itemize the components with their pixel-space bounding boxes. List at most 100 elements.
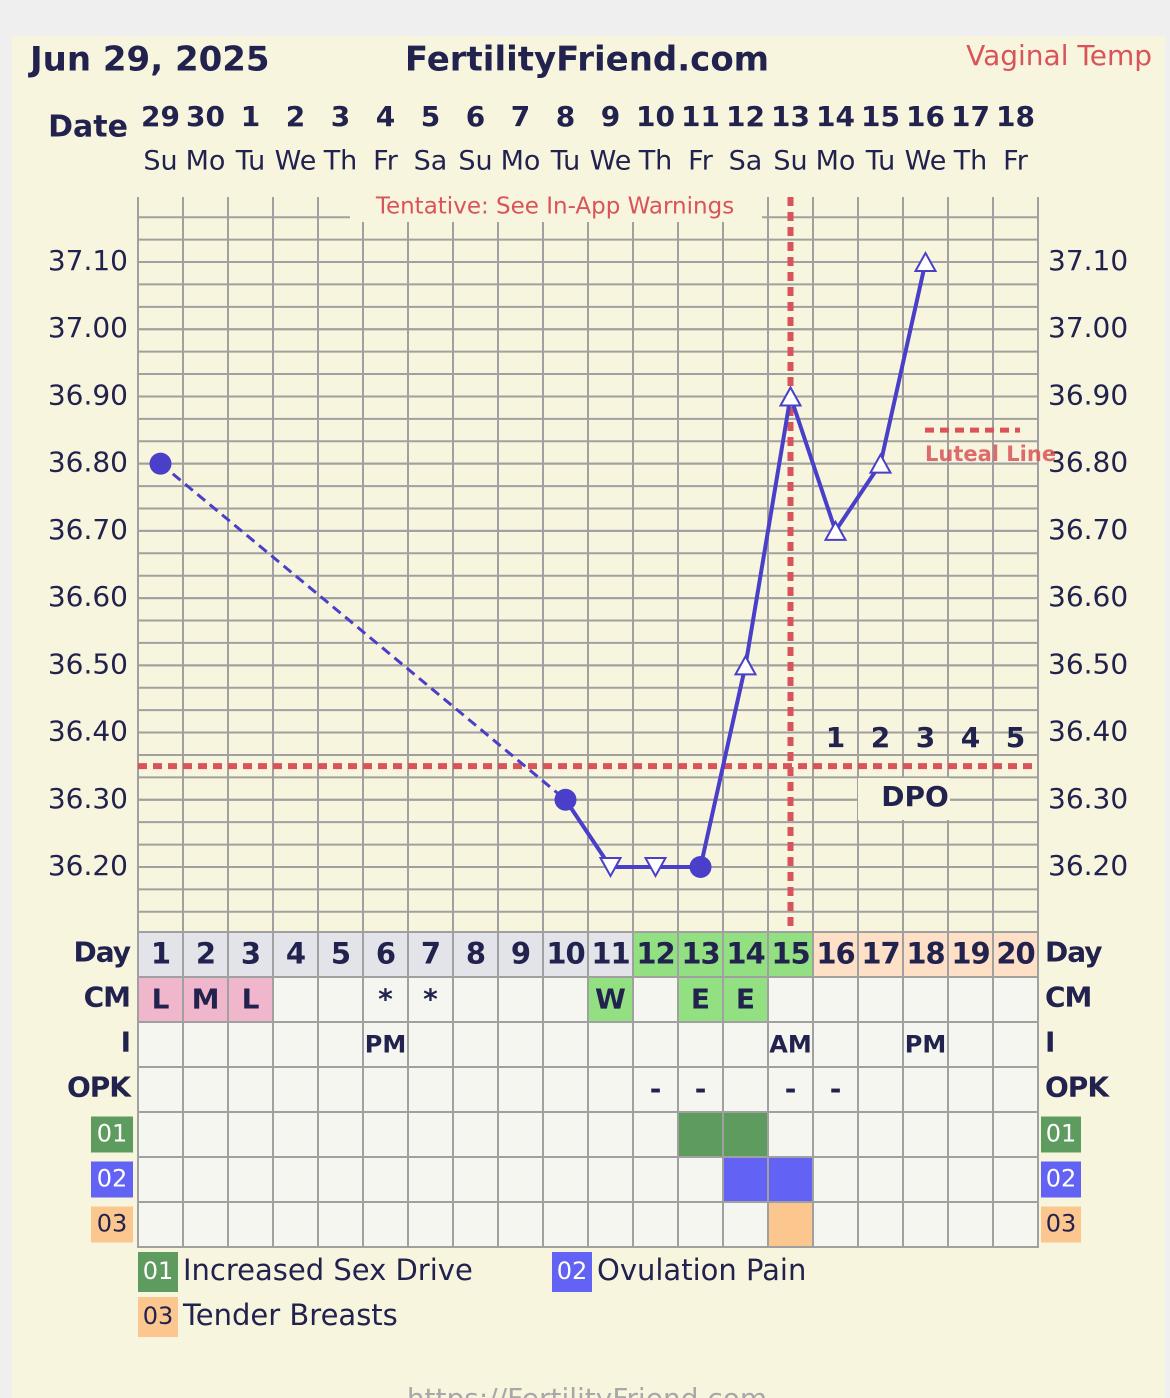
symptom-cell [767, 1156, 814, 1203]
temp-point [913, 250, 938, 273]
table-cell [542, 1201, 589, 1248]
table-cell [767, 1111, 814, 1158]
table-cell [992, 976, 1039, 1023]
table-cell [182, 1201, 229, 1248]
date-label: 14 [816, 100, 855, 133]
table-cell [137, 1111, 184, 1158]
table-cell [947, 1156, 994, 1203]
y-tick-label-right: 36.80 [1048, 446, 1128, 479]
table-cell [272, 1201, 319, 1248]
dpo-label: DPO [881, 780, 949, 813]
y-tick-label-right: 37.00 [1048, 311, 1128, 344]
y-tick-label: 36.30 [48, 782, 128, 815]
table-cell [902, 1156, 949, 1203]
table-cell [497, 1111, 544, 1158]
table-cell [317, 1201, 364, 1248]
cell-text: - [785, 1073, 797, 1106]
cell-text: L [242, 983, 260, 1016]
symptom-cell [677, 1111, 724, 1158]
legend-code: 03 [143, 1302, 174, 1330]
cell-text: 6 [376, 937, 395, 971]
temp-point [868, 452, 893, 474]
table-cell [992, 1201, 1039, 1248]
weekday-label: Mo [501, 146, 541, 177]
date-label: Date [48, 110, 128, 145]
symptom-code-right: 01 [1046, 1120, 1077, 1148]
symptom-code: 03 [97, 1210, 128, 1238]
symptom-badge-right [1041, 1161, 1081, 1198]
row-label-right: I [1045, 1026, 1054, 1059]
cell-text: 12 [636, 937, 674, 971]
y-tick-label-right: 36.30 [1048, 782, 1128, 815]
table-cell [317, 1066, 364, 1113]
row-label-right: OPK [1045, 1071, 1110, 1104]
table-cell [902, 1021, 949, 1068]
cell-text: 17 [861, 937, 899, 971]
table-cell [677, 976, 724, 1023]
dpo-bg [858, 778, 950, 820]
table-cell [272, 931, 319, 978]
table-cell [992, 1111, 1039, 1158]
weekday-label: Th [323, 146, 358, 177]
symptom-badge-right [1041, 1116, 1081, 1153]
table-cell [587, 1201, 634, 1248]
table-cell [587, 1021, 634, 1068]
symptom-code: 01 [97, 1120, 128, 1148]
cell-text: 20 [996, 937, 1034, 971]
symptom-code-right: 02 [1046, 1165, 1077, 1193]
temp-point [554, 788, 577, 811]
y-tick-label: 36.50 [48, 647, 128, 680]
weekday-label: Tu [235, 146, 266, 177]
cell-text: 18 [906, 937, 944, 971]
table-cell [497, 1021, 544, 1068]
table-cell [587, 1111, 634, 1158]
row-label-right: CM [1045, 981, 1091, 1014]
table-cell [632, 1021, 679, 1068]
date-label: 18 [996, 100, 1035, 133]
table-cell [857, 1201, 904, 1248]
table-cell [542, 976, 589, 1023]
table-cell [452, 976, 499, 1023]
table-cell [542, 1156, 589, 1203]
date-label: 11 [681, 100, 720, 133]
temp-point [149, 452, 172, 475]
cell-text: - [830, 1073, 842, 1106]
date-label: 10 [636, 100, 675, 133]
cell-text: 1 [151, 937, 170, 971]
table-cell [227, 1111, 274, 1158]
chart-title: FertilityFriend.com [405, 40, 769, 80]
table-cell [632, 1156, 679, 1203]
cell-text: 2 [196, 937, 215, 971]
table-cell [542, 1066, 589, 1113]
row-label: OPK [67, 1071, 132, 1104]
symptom-code: 02 [97, 1165, 128, 1193]
table-cell [767, 931, 814, 978]
table-cell [677, 1021, 724, 1068]
date-label: 8 [556, 100, 575, 133]
table-cell [272, 976, 319, 1023]
chart-date: Jun 29, 2025 [28, 40, 270, 80]
legend-code: 02 [557, 1257, 588, 1285]
weekday-label: Su [773, 146, 807, 177]
temp-point [733, 654, 758, 676]
cell-text: - [695, 1073, 707, 1106]
cell-text: 9 [511, 937, 530, 971]
cell-text: PM [365, 1031, 406, 1059]
table-cell [632, 1201, 679, 1248]
cell-text: - [650, 1073, 662, 1106]
table-cell [767, 1066, 814, 1113]
cell-text: 4 [286, 937, 305, 971]
y-tick-label-right: 36.70 [1048, 513, 1128, 546]
date-label: 7 [511, 100, 530, 133]
temp-point [598, 856, 623, 879]
table-cell [497, 976, 544, 1023]
y-tick-label: 36.60 [48, 580, 128, 613]
table-cell [947, 976, 994, 1023]
table-cell [722, 1021, 769, 1068]
table-cell [137, 976, 184, 1023]
dpo-number: 4 [961, 721, 980, 754]
weekday-label: We [905, 146, 947, 177]
table-cell [227, 1021, 274, 1068]
table-cell [497, 1156, 544, 1203]
